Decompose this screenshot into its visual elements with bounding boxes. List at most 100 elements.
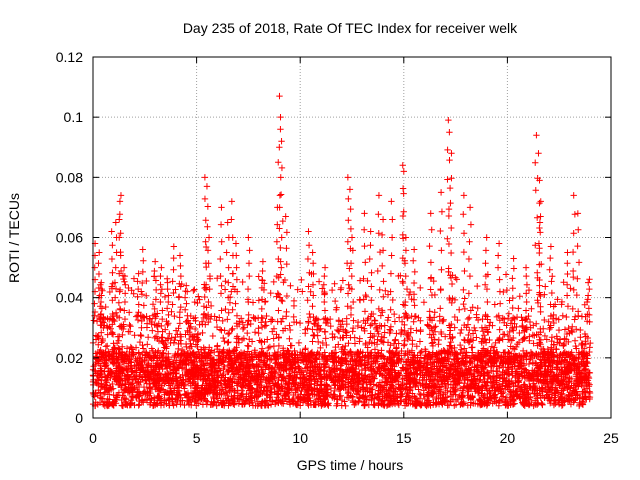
data-point bbox=[120, 275, 127, 283]
data-point bbox=[168, 334, 175, 342]
data-point bbox=[381, 361, 388, 369]
data-point bbox=[339, 326, 347, 333]
data-point bbox=[440, 356, 448, 363]
data-point bbox=[466, 326, 473, 334]
data-point bbox=[241, 349, 248, 357]
data-point bbox=[112, 369, 119, 377]
data-point bbox=[559, 312, 566, 319]
data-point bbox=[354, 318, 362, 326]
data-point bbox=[105, 387, 112, 394]
data-point bbox=[488, 362, 495, 370]
data-point bbox=[281, 388, 288, 395]
data-point bbox=[445, 358, 452, 365]
data-point bbox=[229, 325, 236, 332]
data-point bbox=[298, 387, 305, 395]
data-point bbox=[151, 383, 159, 391]
data-point bbox=[505, 380, 512, 388]
data-point bbox=[191, 387, 199, 395]
data-point bbox=[466, 354, 473, 362]
data-point bbox=[221, 338, 228, 345]
data-point bbox=[441, 372, 448, 379]
data-point bbox=[186, 344, 194, 352]
data-point bbox=[505, 310, 513, 317]
data-point bbox=[343, 358, 351, 365]
data-point bbox=[568, 375, 575, 383]
data-point bbox=[330, 367, 337, 374]
data-point bbox=[516, 356, 524, 364]
data-point bbox=[473, 311, 480, 318]
data-point bbox=[553, 366, 561, 373]
data-point bbox=[209, 364, 216, 371]
data-point bbox=[555, 316, 562, 323]
data-point bbox=[306, 370, 313, 377]
data-point bbox=[159, 365, 166, 373]
data-point bbox=[110, 391, 117, 399]
data-point bbox=[186, 335, 193, 343]
data-point bbox=[275, 390, 282, 397]
data-point bbox=[382, 287, 389, 294]
data-point bbox=[567, 362, 574, 369]
data-point bbox=[498, 354, 506, 362]
data-point bbox=[447, 327, 454, 334]
data-point bbox=[521, 351, 528, 359]
data-point bbox=[106, 288, 114, 296]
data-point bbox=[575, 367, 582, 374]
data-point bbox=[565, 324, 572, 332]
data-point bbox=[131, 331, 138, 339]
data-point bbox=[372, 391, 379, 398]
data-point bbox=[268, 385, 275, 393]
data-point bbox=[97, 365, 104, 372]
data-point bbox=[162, 361, 169, 369]
data-point bbox=[132, 369, 140, 376]
data-point bbox=[366, 389, 374, 396]
data-point bbox=[561, 326, 569, 333]
data-point bbox=[219, 355, 226, 363]
data-point bbox=[102, 377, 110, 385]
data-point bbox=[207, 357, 214, 364]
data-point bbox=[324, 316, 331, 324]
data-point bbox=[415, 386, 422, 393]
data-point bbox=[299, 288, 306, 295]
data-point bbox=[321, 401, 328, 409]
data-point bbox=[351, 368, 359, 376]
data-point bbox=[355, 398, 362, 406]
data-point bbox=[552, 384, 559, 391]
data-point bbox=[309, 326, 316, 333]
data-point bbox=[571, 316, 578, 323]
data-point bbox=[238, 336, 246, 344]
data-point bbox=[501, 315, 508, 323]
data-point bbox=[395, 359, 402, 367]
data-point bbox=[319, 388, 327, 395]
data-point bbox=[574, 369, 581, 377]
data-point bbox=[509, 324, 516, 331]
data-point bbox=[166, 389, 174, 396]
data-point bbox=[244, 348, 252, 355]
data-point bbox=[213, 317, 220, 324]
data-point bbox=[318, 381, 325, 388]
data-point bbox=[456, 306, 463, 313]
data-point bbox=[348, 383, 355, 391]
data-point bbox=[548, 334, 556, 341]
data-point bbox=[501, 349, 509, 356]
data-point bbox=[487, 390, 494, 397]
data-point bbox=[461, 337, 469, 344]
data-point bbox=[471, 324, 478, 332]
data-point bbox=[404, 389, 412, 397]
data-point bbox=[468, 376, 476, 384]
data-point bbox=[354, 371, 362, 379]
data-point bbox=[451, 344, 458, 352]
data-point bbox=[417, 367, 425, 375]
data-point bbox=[198, 389, 206, 396]
data-point bbox=[163, 365, 171, 372]
data-point bbox=[295, 394, 303, 402]
data-point bbox=[416, 359, 423, 366]
data-point bbox=[113, 312, 121, 320]
data-point bbox=[343, 329, 350, 336]
data-point bbox=[177, 400, 184, 408]
data-point bbox=[253, 367, 261, 375]
data-point bbox=[269, 316, 276, 324]
data-point bbox=[94, 377, 102, 384]
data-point bbox=[380, 339, 387, 346]
data-point bbox=[192, 314, 199, 322]
data-point bbox=[362, 393, 370, 400]
